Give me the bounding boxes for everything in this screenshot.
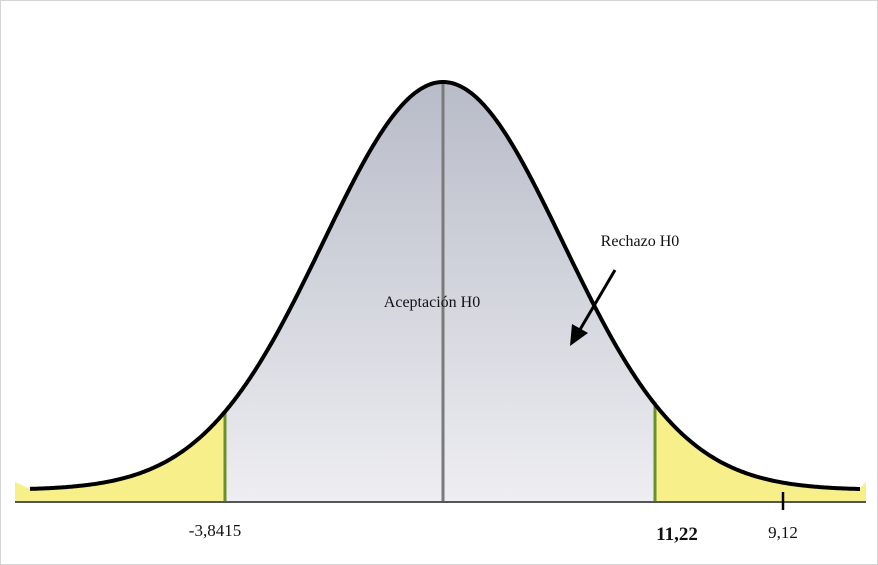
statistic-label: 9,12 [768, 523, 798, 542]
normal-curve [29, 80, 860, 491]
left-critical-label: -3,8415 [189, 521, 241, 540]
right-critical-label: 11,22 [656, 524, 698, 545]
arrow-head [570, 324, 588, 346]
label-box [618, 505, 730, 551]
rejection-tails [15, 404, 866, 502]
acceptance-region [225, 82, 655, 502]
arrow-shaft [576, 269, 617, 334]
acceptance-label: Aceptación H0 [384, 294, 480, 311]
rejection-label: Rechazo H0 [601, 233, 680, 250]
